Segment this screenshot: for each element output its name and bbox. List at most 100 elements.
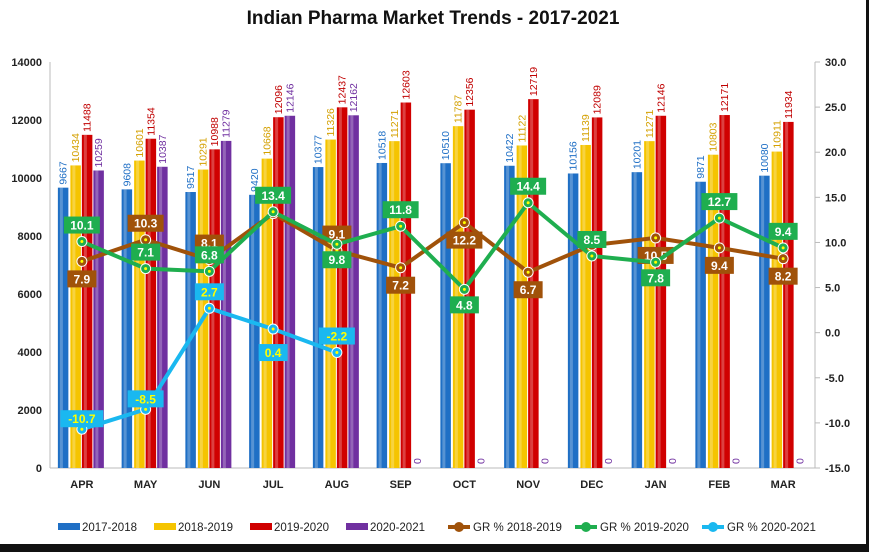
line-data-label: 10.3 xyxy=(134,217,158,231)
line-data-label-box xyxy=(641,269,671,287)
bar-value-label: 10080 xyxy=(759,143,771,172)
bar-highlight xyxy=(59,187,63,469)
bar-value-label: 12146 xyxy=(284,83,296,112)
bar-value-label: 11787 xyxy=(453,95,465,124)
bar-2017-2018 xyxy=(376,162,388,468)
x-tick-label: APR xyxy=(70,479,93,491)
line-point-center xyxy=(462,221,466,225)
line-GR % 2019-2020 xyxy=(81,199,784,293)
line-point-center xyxy=(590,254,594,258)
bar-2018-2019 xyxy=(134,160,145,469)
bar-value-label: 0 xyxy=(476,458,488,464)
bar-highlight xyxy=(72,165,76,468)
bar-value-label: 11279 xyxy=(221,109,233,138)
line-data-label-box xyxy=(127,390,164,408)
line-point-center xyxy=(80,427,84,431)
bar-highlight xyxy=(593,117,597,468)
y-tick-label: 4000 xyxy=(18,347,42,359)
bar-value-label: 10803 xyxy=(708,122,720,151)
line-data-label: 10.1 xyxy=(70,219,94,233)
y2-tick-label: 15.0 xyxy=(825,192,846,204)
bar-value-label: 12719 xyxy=(528,67,540,96)
line-point-center xyxy=(335,351,339,355)
bar-value-label: 0 xyxy=(603,458,615,464)
bar-2019-2020 xyxy=(719,115,730,468)
legend-swatch xyxy=(58,523,80,530)
line-point-center xyxy=(462,287,466,291)
bar-2017-2018 xyxy=(312,167,324,468)
bar-highlight xyxy=(582,144,586,468)
bar-2018-2019 xyxy=(261,158,273,469)
bar-2019-2020 xyxy=(655,115,667,469)
bar-2019-2020 xyxy=(591,117,603,468)
line-data-label: 6.8 xyxy=(201,248,218,262)
legend-marker xyxy=(708,522,718,532)
bar-2019-2020 xyxy=(81,134,93,468)
y2-tick-label: -15.0 xyxy=(825,463,850,475)
legend-marker xyxy=(454,522,464,532)
bar-value-label: 11326 xyxy=(325,108,337,137)
line-data-label-box xyxy=(318,327,355,345)
line-data-label: 6.7 xyxy=(520,283,537,297)
bar-highlight xyxy=(697,181,701,468)
bar-value-label: 10601 xyxy=(134,128,146,157)
y-tick-label: 14000 xyxy=(11,57,42,69)
line-data-label-box xyxy=(258,344,288,362)
bar-value-label: 12437 xyxy=(337,75,349,104)
y2-tick-label: 5.0 xyxy=(825,283,840,295)
bar-2020-2021 xyxy=(220,140,232,468)
bar-value-label: 11139 xyxy=(580,114,592,142)
bar-highlight xyxy=(350,115,354,468)
line-data-label-box xyxy=(67,270,97,288)
bar-highlight xyxy=(263,158,267,469)
line-data-label-box xyxy=(704,256,734,274)
y-tick-label: 6000 xyxy=(18,289,42,301)
bar-value-label: 11354 xyxy=(145,107,157,136)
bar-value-label: 10201 xyxy=(631,140,643,169)
bar-highlight xyxy=(785,121,789,468)
bar-highlight xyxy=(147,138,151,468)
line-point-center xyxy=(654,260,658,264)
bar-highlight xyxy=(275,117,279,468)
bar-2019-2020 xyxy=(783,121,794,468)
line-data-label-box xyxy=(127,214,164,232)
line-data-label-box xyxy=(701,193,738,211)
line-data-label: 7.1 xyxy=(137,246,154,260)
bar-2020-2021 xyxy=(93,170,104,468)
line-point-center xyxy=(144,267,148,271)
x-tick-label: SEP xyxy=(390,479,412,491)
line-point-center xyxy=(271,210,275,214)
y-tick-label: 8000 xyxy=(18,231,42,243)
x-tick-label: DEC xyxy=(580,479,603,491)
bar-highlight xyxy=(378,162,382,468)
line-point-center xyxy=(80,240,84,244)
bar-highlight xyxy=(761,175,765,468)
bar-value-label: 11934 xyxy=(783,90,795,119)
line-data-label: 11.8 xyxy=(389,203,412,217)
bar-2017-2018 xyxy=(185,192,196,468)
line-data-label-box xyxy=(449,296,479,314)
line-data-label-box xyxy=(322,251,352,269)
bar-highlight xyxy=(123,189,127,469)
bar-value-label: 12162 xyxy=(348,83,360,112)
bar-value-label: 0 xyxy=(731,458,743,464)
bar-value-label: 11122 xyxy=(516,115,528,143)
legend-marker xyxy=(581,522,591,532)
y2-tick-label: 20.0 xyxy=(825,147,846,159)
bar-highlight xyxy=(338,107,342,469)
bar-value-label: 9517 xyxy=(185,165,197,189)
line-data-label-box xyxy=(446,231,483,249)
bar-highlight xyxy=(314,167,318,468)
y-tick-label: 0 xyxy=(36,463,42,475)
line-data-label-box xyxy=(768,222,798,240)
legend-label: 2019-2020 xyxy=(274,522,329,534)
bar-value-label: 9608 xyxy=(121,163,133,187)
line-data-label: 9.1 xyxy=(329,228,346,242)
bar-2017-2018 xyxy=(57,187,69,469)
line-data-label: 7.2 xyxy=(392,279,409,293)
bar-2017-2018 xyxy=(504,165,515,468)
x-tick-label: MAY xyxy=(134,479,158,491)
bar-highlight xyxy=(506,165,510,468)
